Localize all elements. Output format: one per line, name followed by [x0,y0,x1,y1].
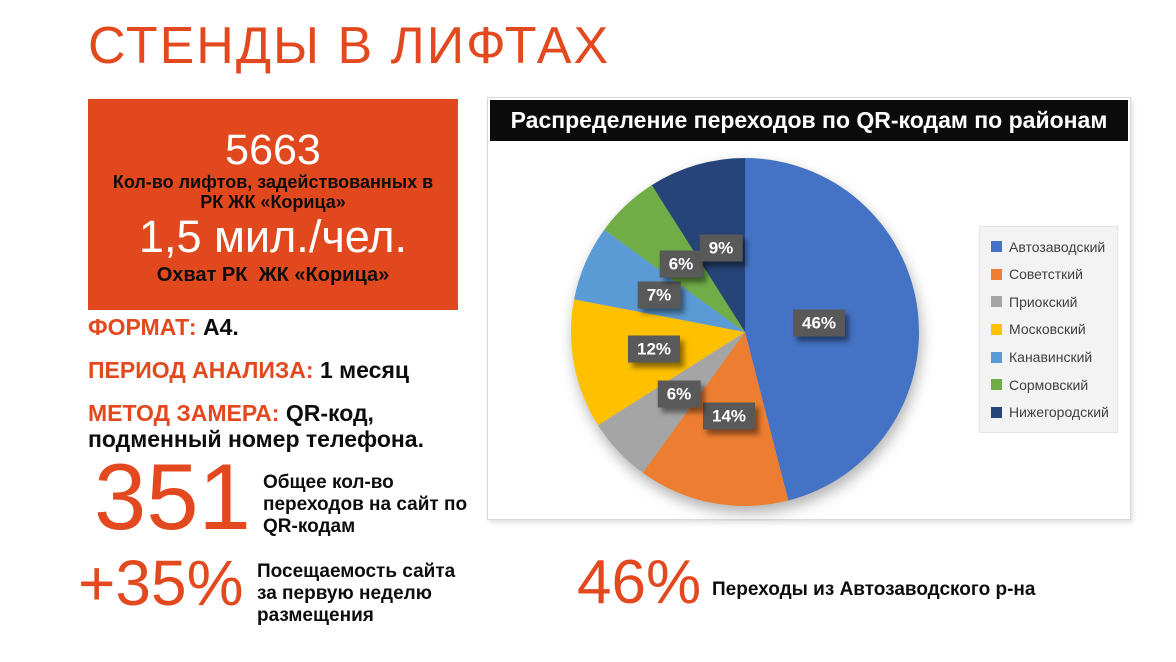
legend-item-0: Автозаводский [991,239,1113,255]
detail-format-value: А4. [202,314,239,340]
metric-growth-value: +35% [78,547,244,619]
pie-label-6: 9% [699,234,743,262]
detail-period-label: ПЕРИОД АНАЛИЗА: [88,357,314,383]
legend-label: Московский [1009,321,1086,338]
chart-panel: Распределение переходов по QR-кодам по р… [487,97,1131,520]
legend-swatch-icon [991,351,1002,363]
legend-item-5: Сормовский [991,377,1113,393]
legend-label: Автозаводский [1009,238,1106,255]
legend-label: Приокский [1009,293,1078,310]
legend-label: Сормовский [1009,376,1089,393]
legend-item-2: Приокский [991,294,1113,310]
details-list: ФОРМАТ: А4. ПЕРИОД АНАЛИЗА: 1 месяц МЕТО… [88,314,468,469]
chart-title: Распределение переходов по QR-кодам по р… [490,100,1128,141]
pie-slice-6 [651,158,745,332]
legend-swatch-icon [991,379,1002,391]
detail-row-format: ФОРМАТ: А4. [88,314,468,340]
detail-method-label: МЕТОД ЗАМЕРА: [88,400,280,426]
legend-label: Канавинский [1009,349,1093,366]
pie-label-3: 12% [627,335,681,363]
page-title: СТЕНДЫ В ЛИФТАХ [88,17,611,75]
stats-card: 5663 Кол-во лифтов, задействованных в РК… [88,99,458,310]
detail-format-label: ФОРМАТ: [88,314,197,340]
stat-lifts-label: Кол-во лифтов, задействованных в РК ЖК «… [112,172,439,212]
pie-label-4: 7% [637,281,681,309]
pie-label-1: 14% [702,402,756,430]
legend-swatch-icon [991,268,1002,280]
pie-label-2: 6% [657,380,701,408]
detail-period-value: 1 месяц [319,357,410,383]
legend-swatch-icon [991,241,1002,253]
pie-label-0: 46% [792,309,846,337]
legend-item-4: Канавинский [991,349,1113,365]
stat-reach-label: Охват РК ЖК «Корица» [156,263,390,286]
detail-row-period: ПЕРИОД АНАЛИЗА: 1 месяц [88,357,468,383]
legend-item-3: Московский [991,321,1113,337]
metric-total-value: 351 [94,444,251,549]
legend-swatch-icon [991,296,1002,308]
legend-label: Нижегородский [1009,404,1109,421]
stat-reach-value: 1,5 мил./чел. [138,211,408,263]
legend-label: Советсткий [1009,266,1083,283]
metric-share-value: 46% [577,548,702,617]
chart-legend: Автозаводский Советсткий Приокский Московск… [979,226,1118,433]
legend-swatch-icon [991,406,1002,418]
legend-swatch-icon [991,323,1002,335]
legend-item-1: Советсткий [991,266,1113,282]
detail-method-value: QR-код, подменный номер телефона. [88,400,424,452]
detail-row-method: МЕТОД ЗАМЕРА: QR-код, подменный номер те… [88,400,468,452]
metric-share-caption: Переходы из Автозаводского р-на [712,579,1036,600]
legend-item-6: Нижегородский [991,404,1113,420]
stat-lifts-value: 5663 [225,125,321,174]
metric-growth-caption: Посещаемость сайта за первую неделю разм… [257,561,456,626]
pie-label-5: 6% [659,250,703,278]
pie-slice-4 [574,229,745,332]
metric-total-caption: Общее кол-во переходов на сайт по QR-код… [263,472,468,537]
